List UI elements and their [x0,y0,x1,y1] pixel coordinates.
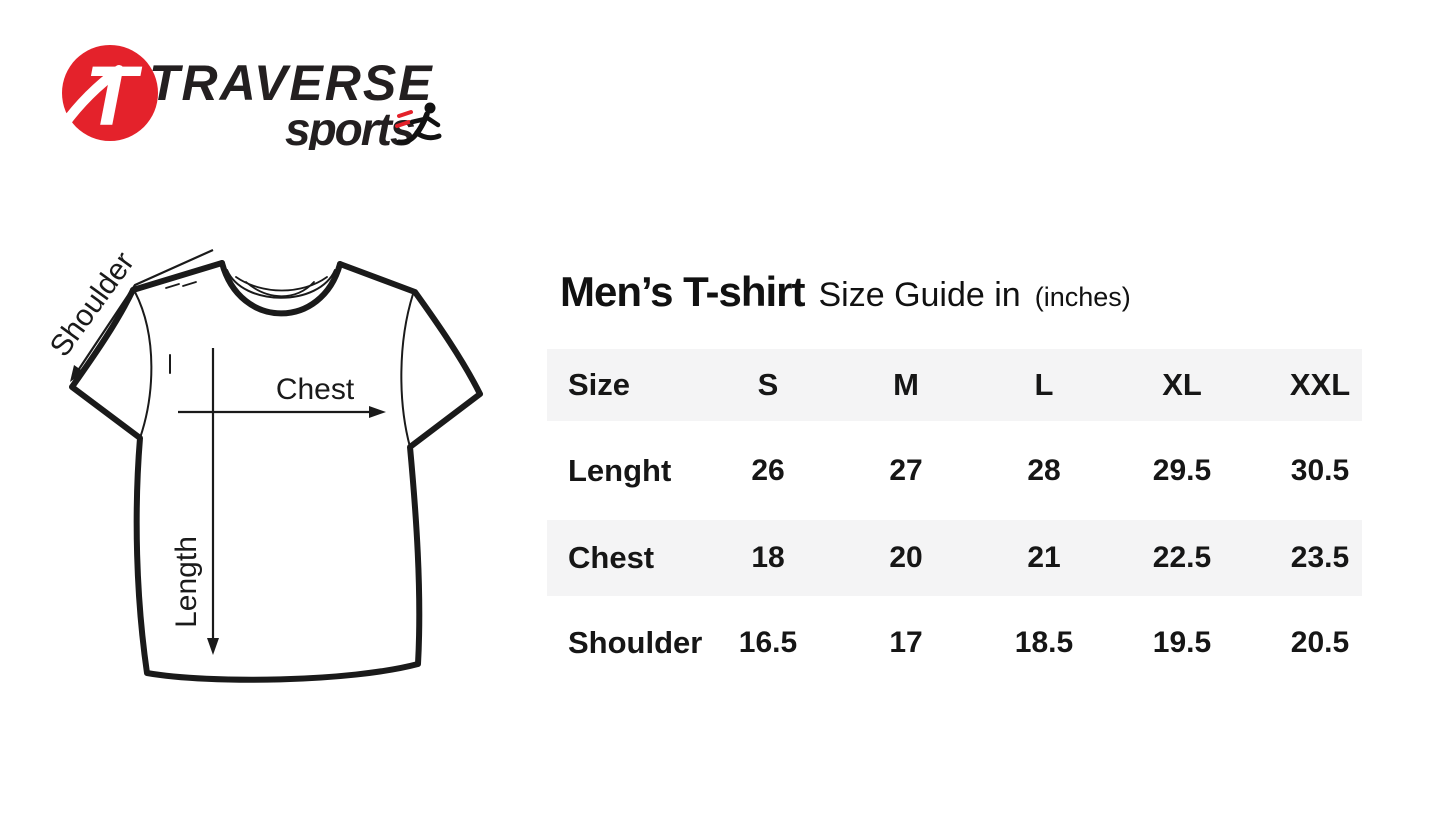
cell-value: 16.5 [738,626,798,659]
cell-value: 27 [889,453,923,487]
cell-value: 22.5 [1152,541,1212,574]
title-product: Men’s T-shirt [560,268,805,315]
header-size: Size [568,367,631,402]
brand-name: TRAVERSE [149,55,434,111]
cell-value: 18 [751,541,785,574]
left-armhole-seam [134,291,153,439]
collar-outline [219,260,343,317]
row-label: Lenght [568,452,672,488]
cell-value: 19.5 [1152,626,1212,659]
tshirt-outline [69,260,483,683]
chest-arrow [178,406,386,418]
title-unit: (inches) [1034,282,1131,312]
table-row: Shoulder 16.5 17 18.5 19.5 20.5 [547,596,1362,690]
cell-value: 26 [751,453,785,487]
table-header-row: Size S M L XL XXL [547,349,1362,421]
t-badge-icon: T [58,45,158,143]
right-armhole-seam [400,293,414,448]
cell-value: 18.5 [1014,626,1074,659]
brand-subname: sports [285,103,415,150]
length-label: Length [170,536,203,628]
title-guide: Size Guide in [818,276,1021,314]
row-label: Shoulder [568,625,703,660]
cell-value: 21 [1027,541,1061,574]
runner-icon [395,102,442,145]
header-s: S [757,367,779,402]
brand-logo: T TRAVERSE sports [58,45,442,150]
cell-value: 29.5 [1152,453,1212,487]
header-xl: XL [1162,367,1202,402]
header-m: M [893,367,919,402]
length-arrow [207,348,219,655]
page-title: Men’s T-shirt Size Guide in (inches) [560,268,1131,316]
cell-value: 20.5 [1290,626,1350,659]
cell-value: 17 [889,626,923,659]
cell-value: 30.5 [1290,453,1350,487]
header-l: L [1034,367,1054,402]
tshirt-measurement-diagram: Shoulder Chest Length [50,246,483,683]
row-label: Chest [568,540,655,575]
shoulder-arrow [70,248,214,382]
cell-value: 20 [889,541,923,574]
size-table: Size S M L XL XXL Lenght 26 27 28 29.5 3… [547,349,1362,690]
cell-value: 28 [1027,453,1061,487]
header-xxl: XXL [1289,367,1351,402]
cell-value: 23.5 [1290,541,1350,574]
table-row: Chest 18 20 21 22.5 23.5 [547,520,1362,596]
chest-label: Chest [276,373,355,406]
table-row: Lenght 26 27 28 29.5 30.5 [547,421,1362,520]
